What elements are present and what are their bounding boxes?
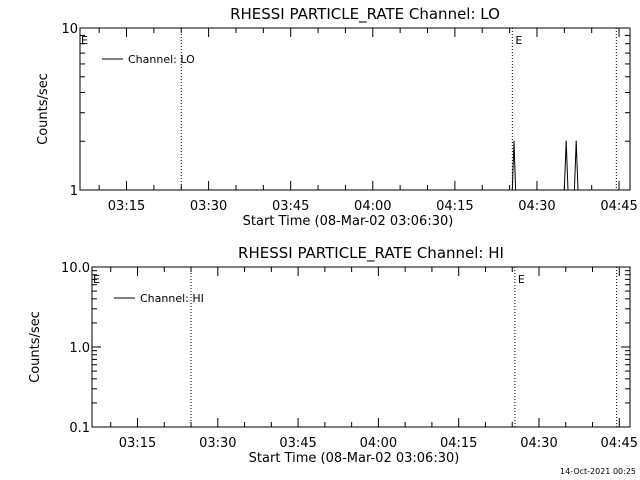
panel-1-legend-label: Channel: LO [128, 53, 195, 66]
footer-date: 14-Oct-2021 00:25 [560, 467, 636, 476]
panel-2-x-tick-label: 03:45 [279, 436, 316, 451]
panel-2-x-tick-label: 03:15 [119, 436, 156, 451]
panel-1-x-tick-label: 03:15 [108, 199, 145, 214]
panel-1-x-tick-label: 04:30 [518, 199, 555, 214]
panel-1-data-point [575, 140, 577, 142]
panel-2-legend-label: Channel: HI [140, 292, 204, 305]
panel-1-x-tick-label: 04:45 [600, 199, 637, 214]
panel-2-title: RHESSI PARTICLE_RATE Channel: HI [238, 244, 504, 263]
panel-2-y-tick-label: 0.1 [69, 421, 90, 436]
panel-1-event-marker-label: E [515, 34, 522, 47]
panel-1-data-point [513, 140, 515, 142]
panel-2-x-tick-label: 04:45 [601, 436, 638, 451]
panel-2-x-axis-label: Start Time (08-Mar-02 03:06:30) [249, 451, 460, 466]
panel-2-x-tick-label: 04:30 [520, 436, 557, 451]
panel-1-y-axis-label: Counts/sec [36, 73, 51, 145]
panel-2-y-axis-label: Counts/sec [28, 311, 43, 383]
panel-2-y-tick-label: 10.0 [61, 261, 90, 276]
panel-2-event-marker-label: E [518, 273, 525, 286]
panel-2-x-tick-label: 04:15 [440, 436, 477, 451]
panel-2-edge-event-label: E [93, 273, 100, 286]
panel-1-x-tick-label: 04:00 [354, 199, 391, 214]
panel-1-data-point [565, 140, 567, 142]
panel-2-y-tick-label: 1.0 [69, 341, 90, 356]
panel-1-series-line [511, 141, 579, 191]
panel-1-x-tick-label: 03:45 [272, 199, 309, 214]
panel-1-y-tick-label: 10 [61, 22, 78, 37]
panel-1-title: RHESSI PARTICLE_RATE Channel: LO [230, 5, 500, 24]
panel-2-x-tick-label: 04:00 [360, 436, 397, 451]
panel-1-x-tick-label: 04:15 [436, 199, 473, 214]
panel-1-axes-frame [79, 27, 631, 191]
panel-1-edge-event-label: E [81, 34, 88, 47]
panel-2-x-tick-label: 03:30 [199, 436, 236, 451]
panel-1-x-axis-label: Start Time (08-Mar-02 03:06:30) [243, 214, 454, 229]
panel-1-x-tick-label: 03:30 [190, 199, 227, 214]
panel-1-y-tick-label: 1 [70, 184, 78, 199]
panel-2-axes-frame [91, 266, 631, 428]
